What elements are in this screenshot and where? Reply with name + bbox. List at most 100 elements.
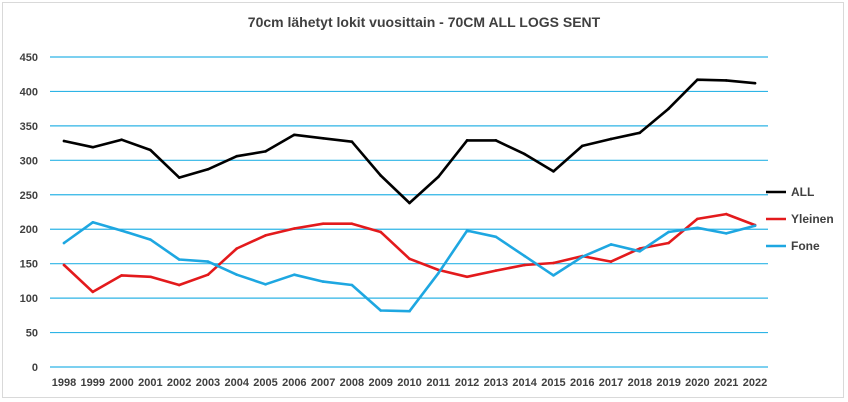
data-point-all (408, 201, 411, 205)
x-tick-label: 2005 (253, 377, 277, 389)
data-point-fone (408, 309, 411, 313)
y-axis-ticks: 0 50 100 150 200 250 300 350 400 450 (20, 52, 38, 374)
data-point-all (120, 138, 123, 141)
data-point-all (552, 170, 555, 173)
data-point-fone (667, 230, 670, 234)
x-tick-label: 2017 (599, 377, 623, 389)
data-point-all (667, 107, 670, 110)
data-point-yleinen (177, 283, 181, 287)
data-point-yleinen (724, 212, 728, 216)
data-point-fone (149, 238, 152, 241)
legend: ALL Yleinen Fone (766, 185, 834, 253)
data-point-all (235, 154, 239, 158)
legend-label-fone: Fone (791, 239, 820, 253)
x-tick-label: 1998 (52, 377, 76, 389)
x-tick-label: 2006 (282, 377, 306, 389)
data-point-yleinen (206, 273, 210, 276)
y-tick-label: 100 (20, 293, 38, 305)
x-tick-label: 2003 (196, 377, 220, 389)
data-point-all (206, 167, 210, 171)
data-point-yleinen (523, 263, 526, 267)
data-point-all (753, 81, 757, 85)
data-point-yleinen (321, 222, 325, 226)
x-tick-label: 2007 (311, 377, 335, 389)
data-point-yleinen (120, 274, 123, 277)
x-tick-label: 2016 (570, 377, 594, 389)
y-tick-label: 450 (20, 52, 38, 64)
data-point-all (62, 139, 66, 143)
y-tick-label: 50 (26, 328, 38, 340)
data-point-fone (753, 224, 757, 228)
x-tick-label: 2004 (225, 377, 250, 389)
data-point-fone (696, 226, 699, 230)
x-tick-label: 2022 (743, 377, 767, 389)
data-point-yleinen (91, 290, 95, 294)
y-tick-label: 300 (20, 155, 38, 167)
y-tick-label: 150 (20, 259, 38, 271)
data-point-fone (62, 241, 66, 245)
data-point-fone (206, 260, 210, 263)
data-point-yleinen (235, 247, 239, 250)
x-tick-label: 2012 (455, 377, 479, 389)
data-point-fone (724, 232, 728, 235)
data-point-all (177, 176, 181, 179)
data-point-yleinen (379, 230, 383, 234)
data-point-fone (523, 254, 526, 258)
x-tick-label: 2013 (484, 377, 508, 389)
data-point-all (350, 140, 354, 144)
data-point-fone (350, 283, 354, 287)
data-point-yleinen (696, 217, 699, 221)
data-point-all (321, 136, 325, 140)
data-point-all (436, 175, 440, 179)
data-point-all (293, 133, 296, 137)
data-point-fone (638, 249, 642, 253)
data-point-all (465, 139, 469, 142)
data-point-yleinen (408, 257, 411, 261)
y-tick-label: 350 (20, 121, 38, 133)
data-point-fone (494, 235, 498, 239)
chart-title: 70cm lähetyt lokit vuosittain - 70CM ALL… (248, 14, 601, 30)
x-tick-label: 2001 (138, 377, 162, 389)
y-tick-label: 0 (32, 362, 38, 374)
series-lines (62, 78, 757, 313)
data-point-fone (609, 243, 613, 246)
data-point-fone (321, 280, 325, 283)
data-point-yleinen (609, 260, 613, 263)
y-tick-label: 250 (20, 190, 38, 202)
x-tick-label: 2020 (685, 377, 709, 389)
x-tick-label: 2018 (628, 377, 652, 389)
data-point-fone (177, 258, 181, 261)
data-point-fone (120, 229, 123, 232)
data-point-yleinen (638, 247, 642, 250)
data-point-all (264, 150, 267, 153)
x-tick-label: 2015 (541, 377, 565, 389)
x-tick-label: 2021 (714, 377, 738, 389)
gridlines (50, 56, 768, 368)
x-tick-label: 1999 (81, 377, 105, 389)
data-point-yleinen (149, 275, 152, 279)
data-point-yleinen (667, 241, 670, 245)
data-point-all (696, 78, 699, 82)
data-point-yleinen (552, 261, 555, 265)
series-line-all (62, 78, 757, 205)
x-tick-label: 2000 (109, 377, 133, 389)
data-point-fone (91, 221, 95, 224)
data-point-all (379, 174, 383, 177)
x-axis-ticks: 1998 1999 2000 2001 2002 2003 2004 2005 2006 2007… (52, 377, 767, 389)
data-point-all (494, 139, 498, 142)
data-point-yleinen (494, 269, 498, 272)
data-point-fone (379, 309, 383, 312)
data-point-yleinen (62, 263, 66, 267)
x-tick-label: 2014 (512, 377, 537, 389)
data-point-fone (465, 229, 469, 232)
data-point-fone (580, 255, 584, 259)
data-point-all (638, 131, 642, 135)
data-point-all (91, 145, 95, 149)
data-point-yleinen (465, 275, 469, 279)
y-tick-label: 400 (20, 86, 38, 98)
data-point-all (149, 148, 152, 152)
x-tick-label: 2010 (397, 377, 421, 389)
data-point-all (609, 137, 613, 141)
x-tick-label: 2009 (368, 377, 392, 389)
